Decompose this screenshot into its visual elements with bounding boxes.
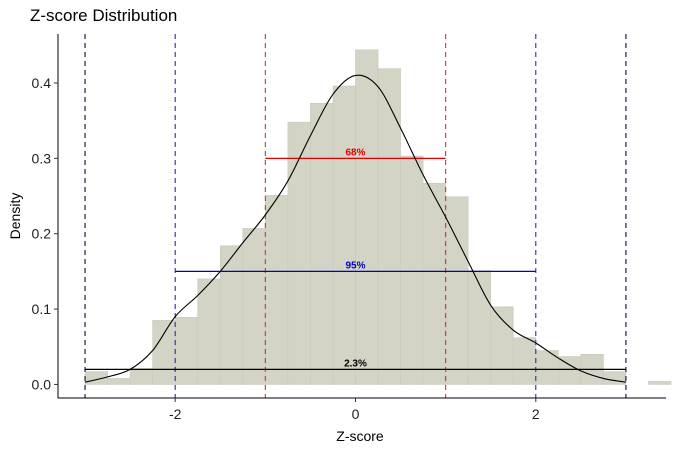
x-tick-label: 2 [532, 406, 540, 422]
histogram-bar [400, 155, 424, 385]
histogram-bar [287, 121, 311, 385]
histogram-bar [377, 68, 401, 385]
y-axis-title: Density [7, 193, 23, 240]
band-label: 95% [345, 260, 365, 271]
y-tick-label: 0.2 [32, 226, 52, 242]
histogram-bar [310, 103, 334, 385]
x-tick-label: -2 [169, 406, 182, 422]
histogram-bar [603, 371, 627, 385]
histogram-bar [422, 182, 446, 385]
y-tick-label: 0.4 [32, 75, 52, 91]
x-axis-title: Z-score [336, 428, 384, 444]
histogram-bar [648, 381, 672, 385]
histogram-bar [490, 306, 514, 385]
histogram-bar [197, 278, 221, 385]
axes: 0.0 0.1 0.2 0.3 0.4 -2 0 2 Z-score Density [7, 34, 666, 444]
y-tick-label: 0.0 [32, 376, 52, 392]
density-curve [84, 74, 627, 383]
histogram-bar [467, 270, 492, 385]
histogram-bar [174, 317, 199, 385]
y-tick-label: 0.1 [32, 301, 52, 317]
y-tick-label: 0.3 [32, 150, 52, 166]
histogram-bar [332, 85, 356, 385]
histogram-bar [242, 228, 266, 385]
chart-title: Z-score Distribution [30, 6, 178, 25]
density-curve-line [84, 74, 627, 383]
histogram-bar [512, 337, 537, 385]
x-tick-label: 0 [352, 406, 360, 422]
coverage-bands: 68% 95% 2.3% [85, 147, 626, 370]
histogram-bar [265, 194, 289, 385]
histogram-bar [152, 320, 176, 385]
band-label: 68% [345, 147, 365, 158]
histogram-bar [129, 368, 153, 385]
histogram-bar [445, 196, 469, 385]
histogram-bars [84, 49, 672, 385]
band-label: 2.3% [344, 358, 367, 369]
histogram-bar [355, 49, 379, 385]
histogram-bar [107, 378, 131, 385]
